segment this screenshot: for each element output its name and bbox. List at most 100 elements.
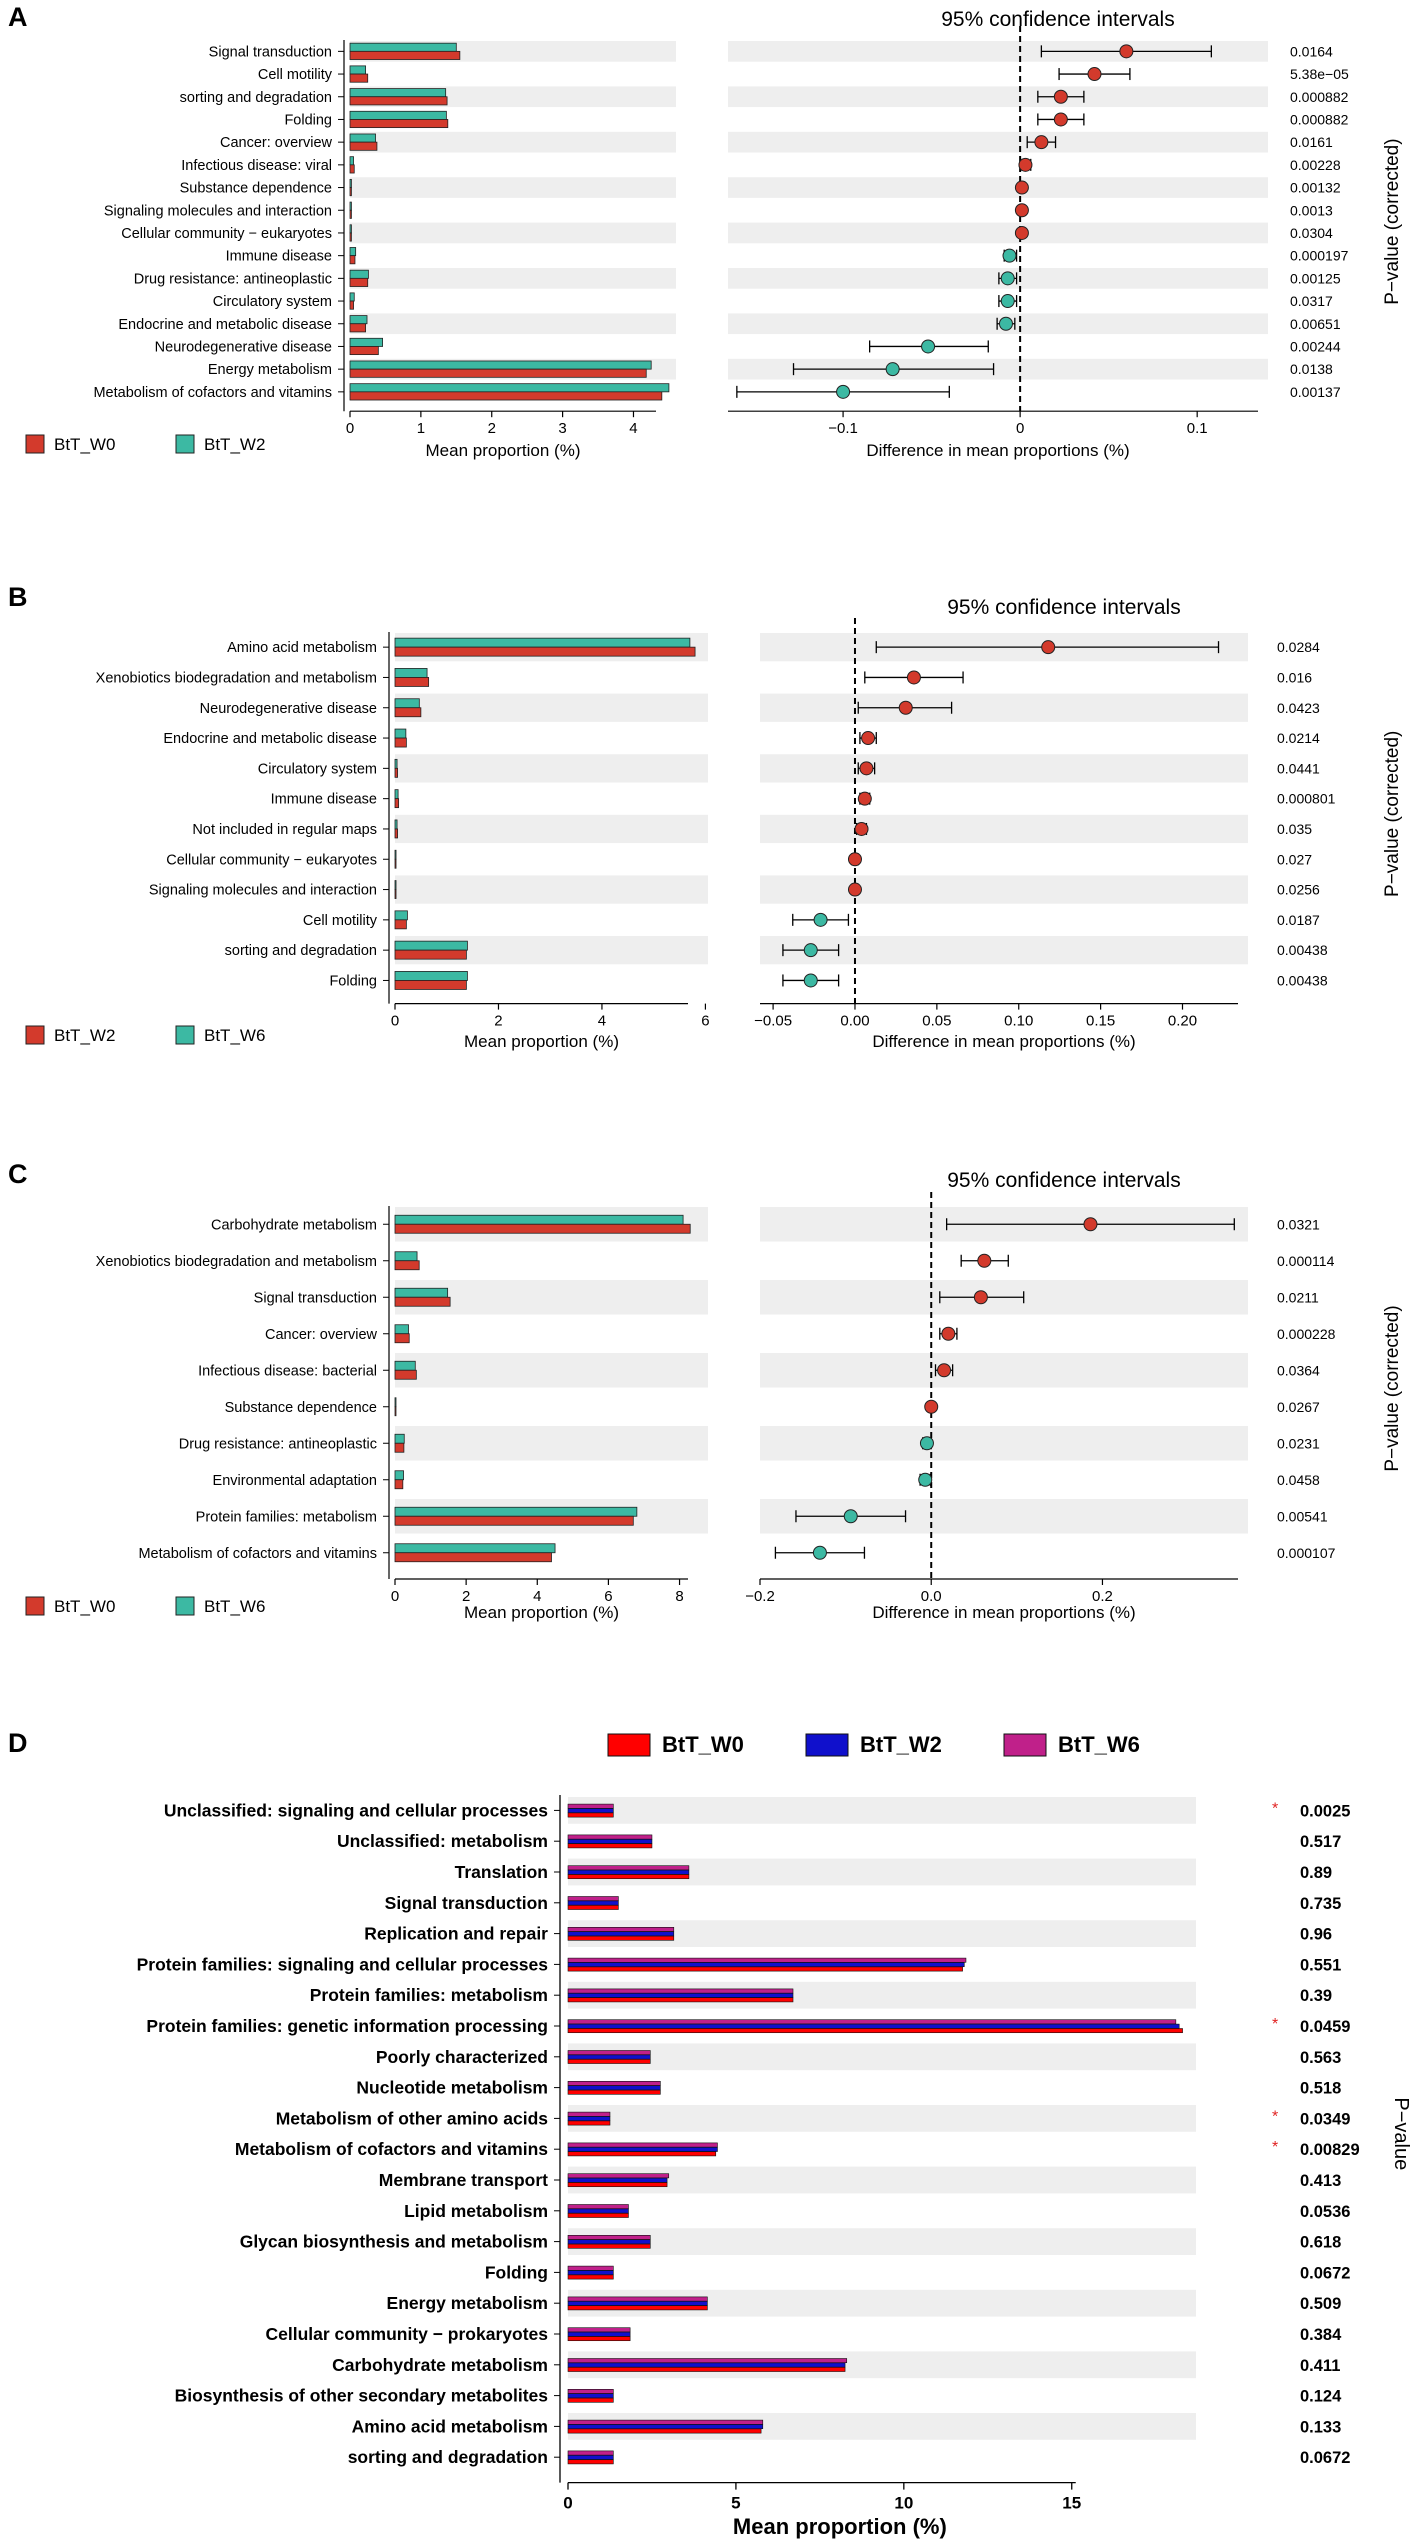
bar-btt_w0: [567, 2305, 708, 2311]
bar-x-tick-label: 4: [533, 1588, 541, 1605]
category-label: Energy metabolism: [387, 2293, 548, 2313]
bar-btt_w6: [567, 2019, 1177, 2025]
legend-swatch: [175, 434, 195, 454]
p-value: 0.00137: [1290, 384, 1341, 400]
bar-btt_w6: [567, 1896, 619, 1901]
ci-point: [998, 316, 1013, 331]
p-value: 0.000882: [1290, 89, 1349, 105]
p-value: 0.0214: [1277, 730, 1320, 746]
p-value: 0.509: [1300, 2295, 1341, 2313]
bar-btt_w0: [567, 2089, 661, 2095]
bar-btt_w2: [567, 1962, 965, 1968]
ci-title: 95% confidence intervals: [947, 596, 1180, 619]
bar-btt_w0: [394, 1369, 417, 1380]
bar-x-tick-label: 1: [417, 420, 425, 437]
bar-x-tick-label: 4: [629, 420, 637, 437]
bar-btt_w0: [394, 1552, 552, 1563]
ci-point: [1000, 271, 1015, 286]
panel-a: A 0 1 2 3 4 Mean proportion (%) Signal transduc…: [8, 2, 1403, 460]
p-value: 0.0423: [1277, 700, 1320, 716]
bar-btt_w6: [567, 2265, 614, 2271]
p-value: 0.0459: [1300, 2018, 1350, 2036]
p-value: 0.0364: [1277, 1362, 1320, 1378]
ci-point: [906, 670, 921, 685]
ci-point: [919, 1436, 934, 1451]
bar-btt_w2: [349, 383, 670, 393]
bar-btt_w6: [567, 1865, 690, 1871]
category-label: Endocrine and metabolic disease: [163, 731, 377, 747]
bar-btt_w0: [349, 119, 449, 129]
category-label: Glycan biosynthesis and metabolism: [240, 2232, 548, 2252]
ci-x-label: Difference in mean proportions (%): [872, 1603, 1135, 1622]
category-label: Immune disease: [271, 792, 377, 808]
ci-point: [924, 1399, 939, 1414]
bar-btt_w0: [349, 187, 352, 197]
bar-btt_w0: [567, 1843, 653, 1849]
p-value: 0.518: [1300, 2080, 1341, 2098]
category-label: Infectious disease: bacterial: [198, 1363, 377, 1379]
bar-btt_w0: [394, 1442, 405, 1453]
ci-point: [1000, 294, 1015, 309]
legend-swatch: [25, 1025, 45, 1045]
p-value: 0.00438: [1277, 942, 1328, 958]
ci-point: [937, 1363, 952, 1378]
category-label: Unclassified: signaling and cellular pro…: [164, 1800, 548, 1820]
x-tick-label: 0: [563, 2494, 572, 2513]
category-label: Cell motility: [303, 913, 378, 929]
row-band: [568, 2228, 1196, 2255]
bar-btt_w2: [567, 2455, 614, 2460]
ci-title: 95% confidence intervals: [941, 8, 1174, 31]
bar-btt_w0: [567, 1812, 614, 1818]
category-label: Drug resistance: antineoplastic: [179, 1436, 377, 1452]
bar-btt_w6: [567, 2235, 651, 2240]
ci-point: [847, 852, 862, 867]
legend-swatch: [25, 434, 45, 454]
ci-x-label: Difference in mean proportions (%): [866, 441, 1129, 460]
bar-x-label: Mean proportion (%): [464, 1603, 619, 1622]
p-value: 0.016: [1277, 669, 1312, 685]
p-value: 0.0441: [1277, 760, 1320, 776]
significance-marker: *: [1272, 2108, 1278, 2125]
p-value: 0.0536: [1300, 2203, 1350, 2221]
bar-x-tick-label: 0: [391, 1013, 399, 1030]
legend-label: BtT_W2: [204, 435, 265, 454]
p-value-axis-label: P−value (corrected): [1382, 731, 1403, 897]
category-label: Circulatory system: [213, 294, 332, 310]
bar-btt_w0: [567, 2397, 614, 2403]
p-value: 0.0164: [1290, 43, 1333, 59]
p-value: 0.00829: [1300, 2141, 1360, 2159]
bar-btt_w6: [394, 910, 408, 921]
p-value: 5.38e−05: [1290, 66, 1349, 82]
row-band-bar: [395, 814, 708, 844]
bar-btt_w2: [567, 2393, 614, 2399]
row-band: [568, 1797, 1196, 1824]
bar-btt_w0: [567, 2336, 631, 2342]
bar-btt_w2: [394, 889, 397, 899]
bar-btt_w2: [349, 360, 652, 370]
ci-x-tick-label: 0: [1016, 420, 1024, 437]
bar-x-tick-label: 6: [604, 1588, 612, 1605]
bar-btt_w2: [567, 2424, 764, 2430]
ci-point: [836, 384, 851, 399]
bar-btt_w6: [567, 1834, 653, 1840]
bar-btt_w6: [394, 1470, 404, 1481]
ci-point: [861, 731, 876, 746]
bar-btt_w2: [394, 677, 430, 687]
category-label: Energy metabolism: [208, 362, 332, 378]
category-label: Cancer: overview: [265, 1327, 378, 1343]
p-value: 0.0458: [1277, 1472, 1320, 1488]
p-value: 0.0317: [1290, 293, 1333, 309]
bar-btt_w2: [349, 42, 457, 52]
row-band-ci: [760, 875, 1248, 904]
bar-btt_w2: [567, 2054, 651, 2060]
p-value: 0.0025: [1300, 1802, 1350, 1820]
bar-btt_w6: [567, 2419, 764, 2425]
ci-point: [918, 1472, 933, 1487]
bar-btt_w0: [567, 2151, 717, 2157]
p-value: 0.0138: [1290, 361, 1333, 377]
category-label: Signal transduction: [385, 1893, 548, 1913]
bar-btt_w0: [567, 2028, 1183, 2034]
p-value: 0.000107: [1277, 1545, 1336, 1561]
bar-btt_w6: [394, 940, 468, 951]
bar-btt_w0: [394, 1479, 404, 1490]
